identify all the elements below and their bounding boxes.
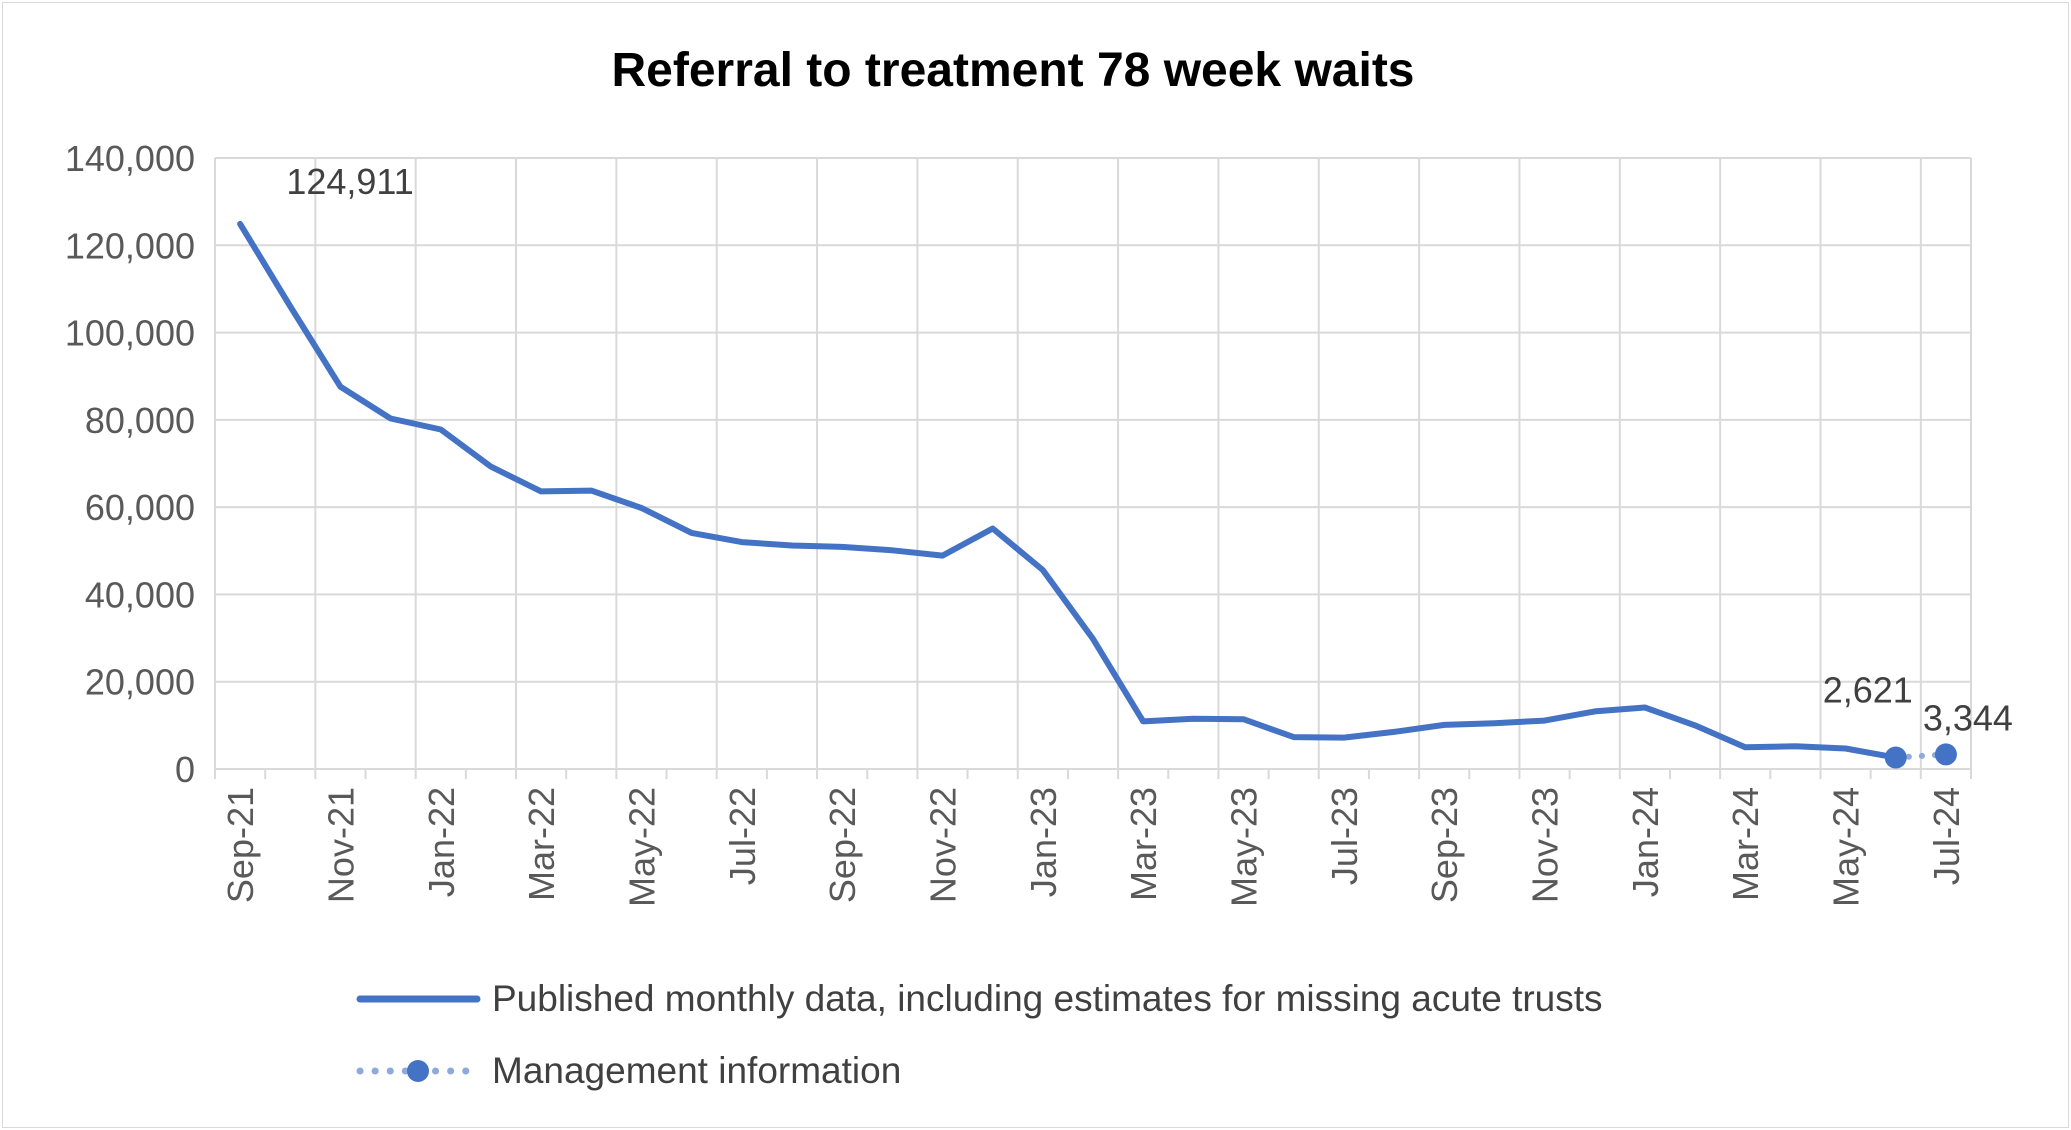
series-marker-management xyxy=(1884,746,1907,769)
x-axis: Sep-21 Nov-21 Jan-22 Mar-22 May-22 Jul-22 Sep-… xyxy=(214,768,1972,907)
x-tick-label: Mar-24 xyxy=(1725,787,1766,901)
y-tick-label: 120,000 xyxy=(65,225,195,266)
y-axis: 0 20,000 40,000 60,000 80,000 100,000 120,000 1… xyxy=(65,138,216,790)
legend-swatch-marker xyxy=(407,1060,429,1082)
y-tick-label: 140,000 xyxy=(65,138,195,179)
data-label: 3,344 xyxy=(1923,697,2013,738)
y-tick-label: 100,000 xyxy=(65,313,195,354)
y-tick-label: 20,000 xyxy=(85,662,195,703)
x-tick-label: Jul-23 xyxy=(1324,787,1365,885)
gridlines xyxy=(215,157,1972,769)
line-chart: Referral to treatment 78 week waits 0 20,… xyxy=(65,44,2013,1091)
legend-label-management: Management information xyxy=(492,1050,901,1091)
x-tick-label: Mar-23 xyxy=(1123,787,1164,901)
x-tick-label: May-22 xyxy=(621,787,662,907)
x-tick-label: May-23 xyxy=(1224,787,1265,907)
x-tick-label: Nov-23 xyxy=(1525,787,1566,903)
x-tick-label: Mar-22 xyxy=(521,787,562,901)
legend-label-published: Published monthly data, including estima… xyxy=(492,978,1603,1019)
x-tick-label: Sep-21 xyxy=(220,787,261,903)
legend: Published monthly data, including estima… xyxy=(356,978,1603,1091)
x-tick-label: Nov-21 xyxy=(320,787,361,903)
data-label: 124,911 xyxy=(286,161,413,202)
x-tick-label: Jan-24 xyxy=(1625,787,1666,897)
x-tick-label: May-24 xyxy=(1826,787,1867,907)
legend-item-published: Published monthly data, including estima… xyxy=(356,978,1603,1019)
chart-title: Referral to treatment 78 week waits xyxy=(612,44,1415,97)
x-tick-label: Jul-22 xyxy=(722,787,763,885)
legend-item-management: Management information xyxy=(356,1050,901,1091)
series-line-published xyxy=(237,220,1899,761)
x-tick-label: Nov-22 xyxy=(922,787,963,903)
x-tick-label: Sep-23 xyxy=(1424,787,1465,903)
y-tick-label: 80,000 xyxy=(85,400,195,441)
y-tick-label: 60,000 xyxy=(85,487,195,528)
x-tick-label: Sep-22 xyxy=(822,787,863,903)
series-layer xyxy=(237,220,1957,769)
x-tick-label: Jan-23 xyxy=(1023,787,1064,897)
y-tick-label: 40,000 xyxy=(85,574,195,615)
data-label: 2,621 xyxy=(1823,670,1913,711)
x-tick-label: Jan-22 xyxy=(421,787,462,897)
series-marker-management xyxy=(1934,743,1957,766)
y-tick-label: 0 xyxy=(175,749,195,790)
x-tick-label: Jul-24 xyxy=(1926,787,1967,885)
